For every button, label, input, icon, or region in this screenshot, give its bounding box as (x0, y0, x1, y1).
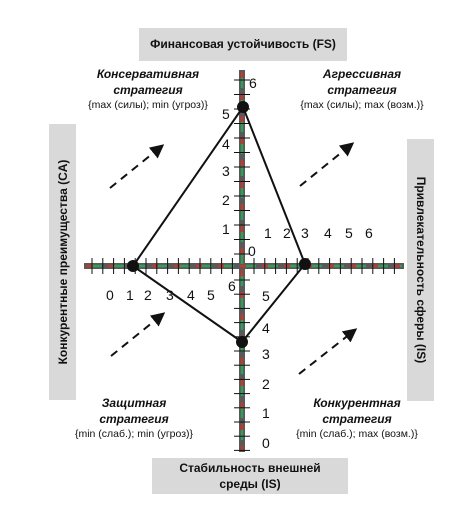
defensive-strategy-word: стратегия (99, 411, 169, 426)
conservative-strategy: Консервативная стратегия {max (силы); mi… (82, 67, 214, 113)
tick-label-right-2: 2 (283, 225, 291, 241)
is-axis-label: Стабильность внешней среды (IS) (179, 460, 321, 491)
tick-label-right-6: 6 (365, 225, 373, 241)
aggressive-strategy-name: Агрессивная (322, 67, 402, 81)
point-fs (237, 101, 249, 113)
defensive-strategy-name: Защитная (101, 396, 167, 410)
strategy-polygon (131, 104, 307, 344)
tick-label-left-3: 3 (166, 287, 174, 303)
tick-label-up-1: 1 (222, 221, 230, 237)
conservative-strategy-word: стратегия (113, 82, 183, 97)
aggressive-strategy: Агрессивная стратегия {max (силы); max (… (288, 67, 436, 113)
competitive-strategy-name: Конкурентная (313, 396, 401, 410)
tick-label-down-6: 6 (228, 278, 236, 294)
arrow-competitive (298, 328, 358, 375)
tick-label-left-2: 2 (144, 287, 152, 303)
conservative-strategy-name: Консервативная (96, 67, 200, 81)
tick-label-right-3: 3 (301, 225, 309, 241)
tick-label-down-0: 0 (262, 435, 270, 451)
defensive-strategy-rule: {min (слаб.); min (угроз)} (74, 427, 194, 440)
tick-label-down-3: 3 (262, 346, 270, 362)
axis-ticks (91, 79, 395, 451)
tick-label-up-2: 2 (222, 192, 230, 208)
axis-tick-labels: 6 5 4 3 2 1 0 6 5 4 3 2 1 0 1 2 3 4 5 6 … (106, 75, 373, 451)
tick-label-left-0: 0 (106, 287, 114, 303)
tick-label-right-4: 4 (324, 225, 332, 241)
competitive-strategy: Конкурентная стратегия {min (слаб.); max… (282, 396, 432, 442)
ca-axis-label-box: Конкурентные преимущества (CA) (49, 124, 76, 400)
point-ca (127, 260, 139, 272)
tick-label-up-0: 0 (248, 243, 256, 259)
point-is-right (299, 258, 311, 270)
tick-label-right-5: 5 (345, 225, 353, 241)
tick-label-down-4: 4 (262, 320, 270, 336)
tick-label-left-5: 5 (207, 287, 215, 303)
conservative-strategy-rule: {max (силы); min (угроз)} (88, 98, 208, 111)
aggressive-strategy-word: стратегия (327, 82, 397, 97)
tick-label-down-5: 5 (262, 288, 270, 304)
tick-label-down-1: 1 (262, 405, 270, 421)
arrow-defensive (110, 312, 166, 357)
tick-label-down-2: 2 (262, 376, 270, 392)
tick-label-up-6: 6 (249, 75, 257, 91)
is-axis-label-box: Стабильность внешней среды (IS) (152, 458, 348, 494)
aggressive-strategy-rule: {max (силы); max (возм.)} (300, 98, 424, 111)
arrow-aggressive (299, 142, 355, 187)
tick-label-left-1: 1 (126, 287, 134, 303)
tick-label-up-4: 4 (222, 136, 230, 152)
competitive-strategy-rule: {min (слаб.); max (возм.)} (296, 427, 418, 440)
tick-label-right-1: 1 (264, 225, 272, 241)
tick-label-left-4: 4 (187, 287, 195, 303)
tick-label-up-3: 3 (222, 163, 230, 179)
is-right-axis-label-box: Привлекательность сферы (IS) (407, 139, 434, 401)
defensive-strategy: Защитная стратегия {min (слаб.); min (уг… (58, 396, 210, 442)
arrow-conservative (109, 144, 165, 189)
fs-axis-label-box: Финансовая устойчивость (FS) (139, 28, 347, 61)
fs-axis-label: Финансовая устойчивость (FS) (150, 37, 336, 52)
competitive-strategy-word: стратегия (322, 411, 392, 426)
tick-label-up-5: 5 (222, 106, 230, 122)
point-is-down (236, 336, 248, 348)
